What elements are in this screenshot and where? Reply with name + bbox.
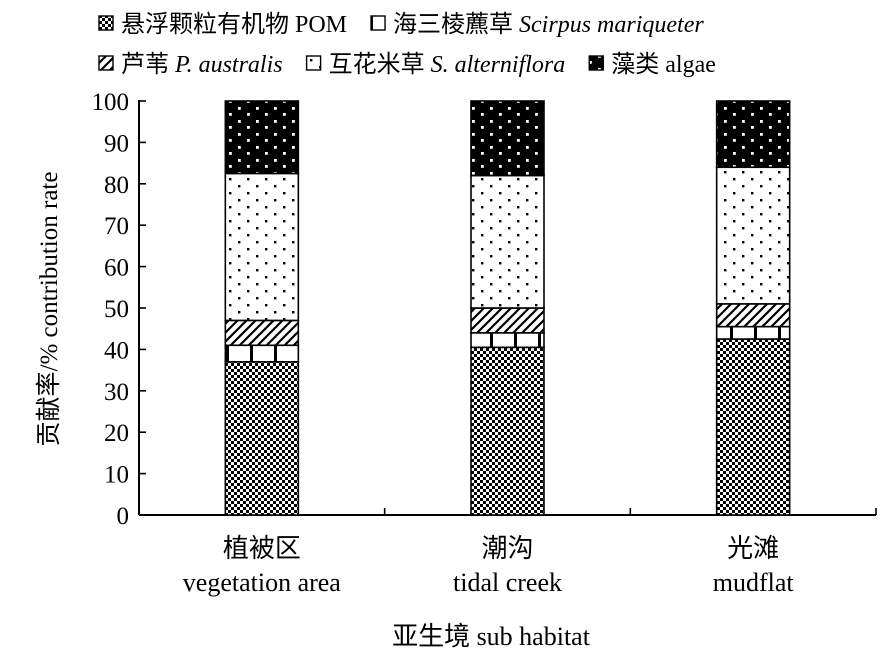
y-axis-label: 贡献率/% contribution rate bbox=[35, 172, 63, 447]
x-axis-label: 亚生境 sub habitat bbox=[392, 622, 591, 651]
legend-label-spart: 互花米草 S. alterniflora bbox=[329, 51, 566, 78]
legend-swatch-phrag bbox=[98, 55, 114, 71]
y-tick-label: 80 bbox=[104, 172, 129, 199]
legend-label-pom: 悬浮颗粒有机物 POM bbox=[121, 11, 347, 38]
y-tick-label: 70 bbox=[104, 213, 129, 240]
y-tick-label: 60 bbox=[104, 255, 129, 282]
bar-segment-algae bbox=[470, 100, 545, 177]
y-tick-label: 50 bbox=[104, 296, 129, 323]
legend-swatch-spart bbox=[305, 55, 322, 71]
x-tick-label-en: tidal creek bbox=[453, 568, 562, 597]
x-tick-label-cn: 植被区 bbox=[223, 534, 301, 563]
bar-segment-phrag bbox=[224, 319, 300, 347]
y-tick-label: 10 bbox=[104, 462, 129, 489]
x-tick-label-en: mudflat bbox=[713, 568, 795, 597]
legend: 悬浮颗粒有机物 POM 海三棱藨草 Scirpus mariqueter 芦苇 P.… bbox=[98, 11, 716, 78]
y-tick-label: 100 bbox=[92, 89, 130, 116]
legend-swatch-scirpus bbox=[370, 15, 386, 31]
bar-segment-pom bbox=[470, 346, 545, 516]
x-tick-label-cn: 潮沟 bbox=[481, 534, 533, 563]
bar-segment-spart bbox=[224, 172, 300, 322]
legend-label-phrag: 芦苇 P. australis bbox=[121, 51, 283, 78]
x-tick-label-en: vegetation area bbox=[183, 568, 342, 597]
bar-segment-spart bbox=[470, 174, 545, 309]
legend-label-algae: 藻类 algae bbox=[611, 51, 716, 78]
bar-segment-phrag bbox=[715, 303, 791, 328]
plot-area: 0 10 20 30 40 50 60 70 80 90 100 植被区 vegetation area… bbox=[92, 89, 877, 597]
y-tick-label: 90 bbox=[104, 130, 129, 157]
bar-segment-algae bbox=[715, 100, 791, 169]
legend-swatch-algae bbox=[588, 55, 604, 71]
bar-segment-scirpus bbox=[715, 325, 791, 340]
y-tick-label: 30 bbox=[104, 379, 129, 406]
bar-segment-pom bbox=[224, 361, 300, 516]
bar-segment-scirpus bbox=[470, 332, 545, 349]
y-tick-label: 0 bbox=[117, 503, 130, 530]
bar-segment-scirpus bbox=[224, 344, 300, 363]
bar-segment-algae bbox=[224, 100, 300, 175]
legend-swatch-pom bbox=[98, 15, 114, 31]
legend-label-scirpus: 海三棱藨草 Scirpus mariqueter bbox=[393, 11, 704, 38]
bar-segment-phrag bbox=[470, 307, 545, 334]
y-tick-label: 20 bbox=[104, 420, 129, 447]
x-tick-label-cn: 光滩 bbox=[727, 534, 779, 563]
bar-segment-pom bbox=[715, 338, 791, 516]
y-tick-label: 40 bbox=[104, 337, 129, 364]
bar-segment-spart bbox=[715, 166, 791, 305]
